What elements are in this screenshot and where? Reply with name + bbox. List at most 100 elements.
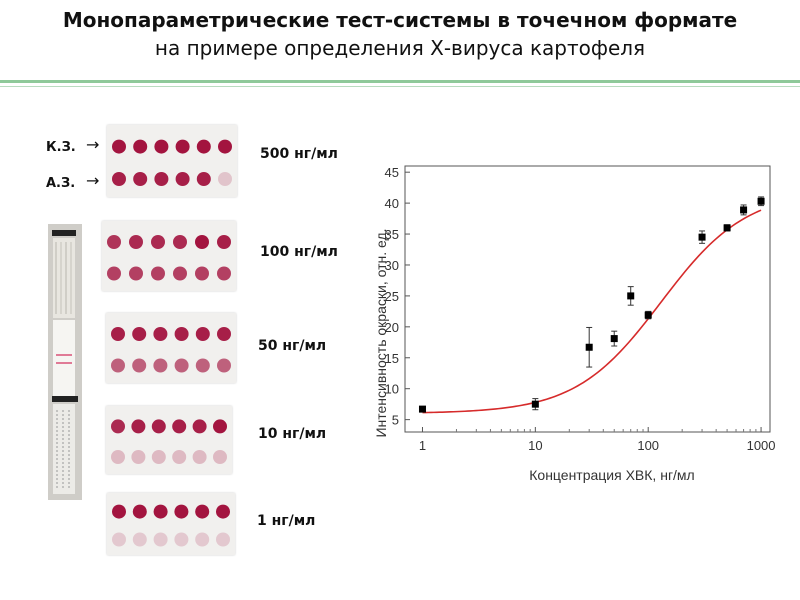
control-dot xyxy=(112,139,126,154)
analyte-dot xyxy=(111,358,125,373)
analyte-dot xyxy=(111,450,125,464)
analyte-dot xyxy=(132,532,147,547)
y-tick-label: 25 xyxy=(385,289,399,304)
data-point xyxy=(418,405,426,413)
y-tick-label: 40 xyxy=(385,196,399,211)
concentration-label: 100 нг/мл xyxy=(260,244,338,260)
y-tick-label: 10 xyxy=(385,382,399,397)
analyte-dot xyxy=(174,532,189,547)
control-dot xyxy=(217,327,231,341)
analyte-dot xyxy=(196,172,211,186)
strip-texture xyxy=(55,242,72,314)
control-dot xyxy=(112,504,126,519)
analytical-zone-label: А.З. xyxy=(46,176,76,191)
control-dot xyxy=(216,504,230,519)
plot-frame xyxy=(404,165,771,433)
control-dot xyxy=(111,327,125,341)
analyte-dot xyxy=(195,266,209,281)
control-dot xyxy=(132,327,147,341)
control-dot xyxy=(151,419,166,434)
dot-blot-panel xyxy=(107,493,235,555)
fit-curve xyxy=(422,209,762,414)
control-dot xyxy=(133,139,148,154)
control-dot xyxy=(195,235,209,249)
data-point xyxy=(585,343,593,351)
arrow-right-icon: → xyxy=(86,171,100,190)
data-point xyxy=(740,206,748,214)
analyte-dot xyxy=(132,358,147,373)
analyte-dot xyxy=(218,172,232,186)
chart-axes: 5 10 15 20 25 30 35 40 45 1 10 100 1000 xyxy=(385,165,776,453)
x-tick-label: 10 xyxy=(528,438,542,453)
y-tick-label: 45 xyxy=(385,165,399,180)
concentration-label: 50 нг/мл xyxy=(258,338,327,354)
concentration-label: 10 нг/мл xyxy=(258,426,327,442)
analyte-dot xyxy=(175,172,190,186)
control-dot xyxy=(195,327,210,341)
y-axis-label: Интенсивность окраски, отн. ед. xyxy=(373,228,389,437)
control-dot xyxy=(172,419,187,434)
data-point xyxy=(610,335,618,343)
analyte-dot xyxy=(216,532,230,547)
analyte-dot xyxy=(112,532,126,547)
y-tick-label: 30 xyxy=(385,258,399,273)
analyte-dot xyxy=(153,532,168,547)
control-dot xyxy=(196,139,211,154)
analyte-dot xyxy=(151,266,165,281)
data-point xyxy=(531,400,539,408)
control-dot xyxy=(218,139,232,154)
page-title: Монопараметрические тест-системы в точеч… xyxy=(62,8,738,32)
x-tick-label: 100 xyxy=(637,438,659,453)
control-dot xyxy=(192,419,207,434)
control-dot xyxy=(151,235,165,249)
control-zone-label: К.З. xyxy=(46,140,76,155)
y-tick-label: 20 xyxy=(385,320,399,335)
y-tick-label: 35 xyxy=(385,227,399,242)
test-strip-graphic xyxy=(48,224,82,500)
data-point xyxy=(698,233,706,241)
analyte-dot xyxy=(172,450,187,464)
strip-printed-code xyxy=(56,410,70,490)
x-tick-label: 1 xyxy=(419,438,426,453)
analyte-dot xyxy=(133,172,148,186)
analyte-dot xyxy=(151,450,166,464)
analyte-dot xyxy=(154,172,169,186)
analyte-dot xyxy=(107,266,121,281)
control-dot xyxy=(213,419,227,434)
x-tick-label: 1000 xyxy=(747,438,776,453)
analyte-dot xyxy=(173,266,187,281)
control-dot xyxy=(132,504,147,519)
concentration-label: 1 нг/мл xyxy=(257,513,316,529)
analyte-dot xyxy=(217,266,231,281)
test-strip xyxy=(48,224,82,500)
control-dot xyxy=(153,504,168,519)
control-dot xyxy=(195,504,210,519)
data-points-layer xyxy=(418,196,765,413)
header-divider xyxy=(0,80,800,83)
data-point xyxy=(723,224,731,232)
title-block: Монопараметрические тест-системы в точеч… xyxy=(0,6,800,62)
arrow-right-icon: → xyxy=(86,135,100,154)
control-dot xyxy=(111,419,125,434)
control-dot xyxy=(174,504,189,519)
dot-blot-panel xyxy=(102,221,236,291)
analyte-dot xyxy=(112,172,126,186)
control-dot xyxy=(173,235,187,249)
data-point xyxy=(644,311,652,319)
header-divider-thin xyxy=(0,86,800,87)
dot-blot-panel xyxy=(107,125,237,197)
control-dot xyxy=(174,327,189,341)
data-point xyxy=(627,292,635,300)
analyte-dot xyxy=(131,450,146,464)
y-tick-label: 5 xyxy=(392,413,399,428)
analyte-dot xyxy=(174,358,189,373)
control-dot xyxy=(153,327,168,341)
concentration-label: 500 нг/мл xyxy=(260,146,338,162)
dot-blot-panel xyxy=(106,406,232,474)
data-point xyxy=(757,197,765,205)
analyte-dot xyxy=(153,358,168,373)
analyte-dot xyxy=(192,450,207,464)
x-axis-label: Концентрация ХВК, нг/мл xyxy=(529,467,694,483)
control-dot xyxy=(217,235,231,249)
analyte-dot xyxy=(217,358,231,373)
